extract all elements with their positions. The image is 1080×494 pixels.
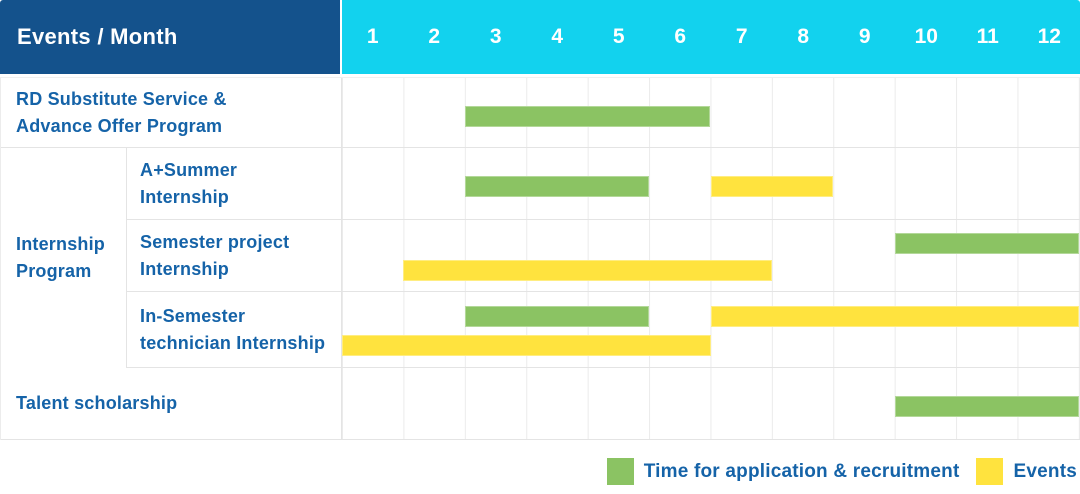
event-label: Semester project Internship: [127, 220, 341, 291]
legend-item-yellow: Events: [976, 458, 1077, 485]
event-row: Talent scholarship: [1, 368, 1080, 440]
event-label: A+Summer Internship: [127, 148, 341, 219]
month-header-cell: 5: [612, 25, 625, 48]
application-recruitment-bar: [464, 105, 711, 127]
label-line: Talent scholarship: [16, 393, 178, 413]
label-line: Semester project: [140, 231, 290, 252]
label-line: Program: [16, 261, 92, 281]
month-header-row: 1 2 3 4 5 6 7 8 9 10 11 12: [342, 0, 1080, 74]
event-label: RD Substitute Service & Advance Offer Pro…: [1, 78, 341, 147]
events-swatch: [976, 458, 1004, 485]
header-row: Events / Month 1 2 3 4 5 6 7 8 9 10 11 12: [0, 0, 1080, 74]
timeline-cell: [341, 368, 1080, 439]
legend: Time for application & recruitment Events: [606, 458, 1077, 485]
month-header-cell: 4: [551, 25, 564, 48]
label-line: In-Semester: [140, 305, 246, 326]
timeline-cell: [341, 148, 1080, 219]
internship-program-group: Internship Program A+Summer Internship Semes…: [1, 148, 1080, 368]
event-row: In-Semester technician Internship: [127, 292, 1080, 368]
month-header-cell: 12: [1037, 25, 1061, 48]
label-line: A+Summer: [140, 159, 238, 180]
event-row: A+Summer Internship: [127, 148, 1080, 220]
legend-item-green: Time for application & recruitment: [606, 458, 960, 485]
group-rows: A+Summer Internship Semester project Intern…: [127, 148, 1080, 368]
month-header-cell: 8: [797, 25, 810, 48]
month-header-cell: 3: [489, 25, 502, 48]
month-header-cell: 11: [976, 25, 999, 48]
month-header-cell: 6: [674, 25, 687, 48]
timeline-cell: [341, 78, 1080, 147]
month-header-cell: 7: [735, 25, 748, 48]
timeline-cell: [341, 292, 1080, 367]
label-line: Internship: [16, 234, 106, 254]
month-header-cell: 9: [858, 25, 871, 48]
label-line: Advance Offer Program: [16, 115, 223, 136]
events-bar: [342, 334, 711, 356]
legend-label: Time for application & recruitment: [643, 460, 960, 482]
events-bar: [403, 260, 772, 282]
application-recruitment-bar: [464, 305, 650, 327]
event-label: In-Semester technician Internship: [127, 292, 341, 367]
label-line: technician Internship: [140, 332, 326, 353]
gantt-body: RD Substitute Service & Advance Offer Pro…: [0, 77, 1080, 440]
group-label: Internship Program: [1, 148, 127, 368]
event-label: Talent scholarship: [1, 368, 341, 439]
events-month-header: Events / Month: [0, 0, 340, 74]
label-line: Internship: [140, 186, 230, 207]
event-row: Semester project Internship: [127, 220, 1080, 292]
month-header-cell: 1: [366, 25, 379, 48]
month-header-cell: 2: [428, 25, 441, 48]
event-row: RD Substitute Service & Advance Offer Pro…: [1, 78, 1080, 148]
events-bar: [710, 305, 1079, 327]
label-line: Internship: [140, 258, 230, 279]
legend-label: Events: [1013, 460, 1077, 482]
label-line: RD Substitute Service &: [16, 88, 227, 109]
application-recruitment-swatch: [606, 458, 634, 485]
application-recruitment-bar: [894, 396, 1079, 418]
timeline-cell: [341, 220, 1080, 291]
month-header-cell: 10: [914, 25, 938, 48]
application-recruitment-bar: [894, 232, 1079, 254]
application-recruitment-bar: [464, 176, 650, 198]
events-bar: [710, 176, 834, 198]
